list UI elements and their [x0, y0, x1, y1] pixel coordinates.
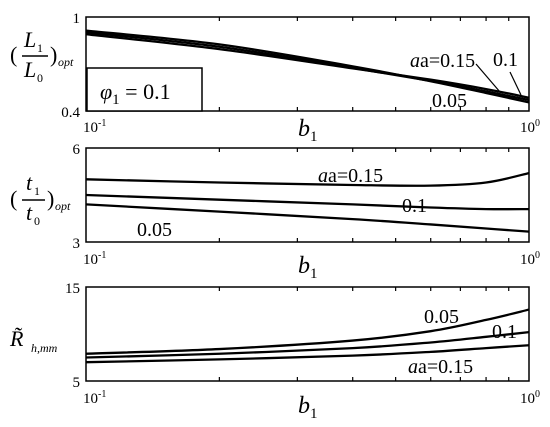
- svg-text:opt: opt: [58, 55, 74, 69]
- panel-3-ytick-bottom: 5: [73, 375, 81, 391]
- panel-2-curves: [85, 171, 530, 233]
- panel-2-series-3-line: [85, 203, 530, 233]
- panel-1-leader-01: [509, 71, 522, 96]
- panel-3-label-01: 0.1: [492, 321, 517, 343]
- svg-text:L: L: [23, 27, 36, 52]
- panel-3-xlabel: b1: [298, 393, 318, 422]
- panel-2-label-005: 0.05: [137, 219, 172, 241]
- panel-3-series-2-line: [85, 330, 530, 359]
- panel-2-label-01: 0.1: [402, 195, 427, 217]
- panel-1-ylabel: ( L 1 L 0 ) opt: [10, 27, 74, 85]
- svg-text:): ): [50, 42, 57, 67]
- svg-text:t: t: [26, 200, 33, 225]
- svg-text:0: 0: [34, 214, 40, 228]
- panel-1-series-3-line: [85, 33, 530, 99]
- phi-annotation: φ1 = 0.1: [100, 79, 171, 108]
- panel-1-label-005: 0.05: [432, 90, 467, 112]
- panel-3-series-3-line: [85, 344, 530, 364]
- panel-1-series-1-line: [85, 29, 530, 104]
- panel-2-series-2-line: [85, 193, 530, 211]
- panel-3-frame: [85, 286, 530, 382]
- panel-1-leader-a015: [475, 63, 501, 93]
- panel-3: 15 5 0.05 0.1 aa=0.15 R̃ h,mm b1 10-1 10…: [9, 281, 540, 422]
- svg-text:t: t: [26, 170, 33, 195]
- panel-1: 1 0.4 φ1 = 0.1 aa=0.15 0.1 0.05 ( L 1 L …: [10, 11, 540, 145]
- svg-text:(: (: [10, 186, 17, 211]
- panel-1-xtick-left: 10-1: [83, 118, 106, 136]
- svg-text:0: 0: [37, 71, 43, 85]
- panel-2-series-1-line: [85, 171, 530, 187]
- svg-text:L: L: [23, 57, 36, 82]
- svg-text:1: 1: [34, 184, 40, 198]
- panel-3-xtick-right: 100: [520, 389, 540, 407]
- panel-2-ytick-bottom: 3: [73, 236, 81, 252]
- panel-1-xtick-right: 100: [520, 118, 540, 136]
- panel-1-label-a015: aa=0.15: [410, 50, 475, 72]
- panel-1-label-01: 0.1: [493, 49, 518, 71]
- panel-3-ticks: [218, 287, 510, 381]
- svg-text:opt: opt: [55, 199, 71, 213]
- panel-1-ytick-bottom: 0.4: [61, 105, 80, 121]
- panel-3-curves: [85, 308, 530, 364]
- panel-1-frame: [85, 16, 530, 112]
- panel-2-ylabel: ( t 1 t 0 ) opt: [10, 170, 71, 228]
- panel-3-series-1-line: [85, 308, 530, 355]
- panel-1-xlabel: b1: [298, 116, 318, 145]
- panel-2-xtick-right: 100: [520, 250, 540, 268]
- panel-2: 6 3 aa=0.15 0.1 0.05 ( t 1 t 0 ) opt b1 …: [10, 142, 540, 282]
- panel-1-ticks: [218, 17, 510, 111]
- phi-annotation-box: [86, 67, 203, 112]
- panel-1-ytick-top: 1: [73, 11, 81, 27]
- svg-text:h,mm: h,mm: [31, 341, 58, 355]
- panel-2-ytick-top: 6: [73, 142, 81, 158]
- panel-2-label-a015: aa=0.15: [318, 165, 383, 187]
- panel-2-ticks: [218, 148, 510, 242]
- svg-text:): ): [47, 186, 54, 211]
- panel-3-label-a015: aa=0.15: [408, 356, 473, 378]
- panel-2-xtick-left: 10-1: [83, 250, 106, 268]
- svg-text:R̃: R̃: [9, 326, 24, 351]
- panel-3-xtick-left: 10-1: [83, 389, 106, 407]
- panel-2-xlabel: b1: [298, 253, 318, 282]
- panel-1-curves: [85, 29, 530, 104]
- svg-text:1: 1: [37, 41, 43, 55]
- panel-3-ytick-top: 15: [65, 281, 80, 297]
- svg-text:(: (: [10, 42, 17, 67]
- panel-3-label-005: 0.05: [424, 306, 459, 328]
- panel-3-ylabel: R̃ h,mm: [9, 326, 58, 355]
